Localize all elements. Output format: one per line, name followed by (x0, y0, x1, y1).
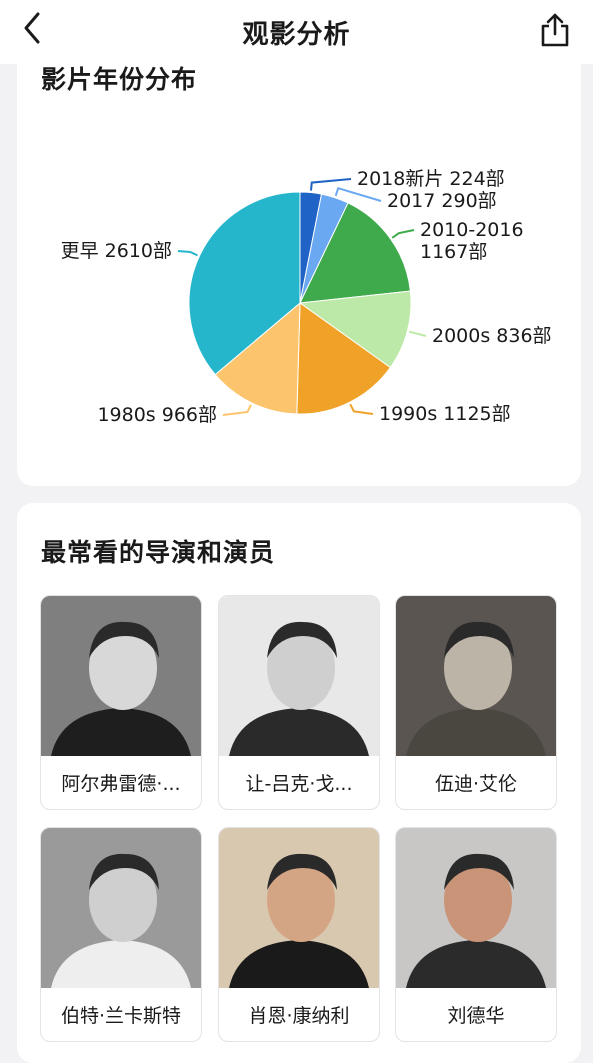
photo-face (89, 626, 157, 710)
year-distribution-card: 影片年份分布 2018新片 224部 2017 290部 2010-2016 1167… (17, 40, 581, 486)
photo-face (444, 858, 512, 942)
photo-hair (89, 853, 159, 890)
photo-hair (444, 853, 514, 890)
person-photo (396, 596, 556, 756)
nav-bar: 观影分析 (0, 0, 593, 64)
pie-leader-line (310, 178, 352, 191)
person-name: 刘德华 (447, 1005, 505, 1027)
pie-slice-label: 2017 290部 (387, 190, 497, 212)
pie-slice (296, 302, 392, 415)
pie-leader-line (222, 404, 252, 416)
person-card[interactable]: 阿尔弗雷德·... (40, 595, 202, 810)
pie-slice-label: 1990s 1125部 (379, 403, 511, 425)
pie-slice (188, 191, 301, 376)
person-card[interactable]: 刘德华 (395, 827, 557, 1042)
person-photo (219, 828, 379, 988)
person-photo (41, 828, 201, 988)
person-photo (219, 596, 379, 756)
photo-shoulders (51, 708, 191, 756)
person-card[interactable]: 让-吕克·戈... (218, 595, 380, 810)
photo-face (267, 858, 335, 942)
photo-hair (267, 853, 337, 890)
person-card[interactable]: 伯特·兰卡斯特 (40, 827, 202, 1042)
person-name: 肖恩·康纳利 (248, 1005, 350, 1027)
pie-slice-label: 1980s 966部 (97, 404, 217, 426)
page-title: 观影分析 (242, 19, 351, 50)
photo-shoulders (229, 940, 369, 988)
chevron-left-icon[interactable] (14, 8, 54, 48)
photo-shoulders (406, 940, 546, 988)
pie-leader-line (349, 403, 374, 415)
photo-hair (267, 621, 337, 658)
photo-shoulders (229, 708, 369, 756)
pie-slice-label: 2018新片 224部 (357, 168, 505, 190)
person-name: 让-吕克·戈... (245, 773, 353, 795)
pie-leader-line (391, 229, 415, 239)
photo-hair (89, 621, 159, 658)
pie-slice (298, 290, 412, 369)
person-card[interactable]: 伍迪·艾伦 (395, 595, 557, 810)
person-photo (396, 828, 556, 988)
pie-leader-line (177, 250, 198, 257)
photo-shoulders (51, 940, 191, 988)
pie-slice-label: 2000s 836部 (432, 325, 552, 347)
top-people-card: 最常看的导演和演员 阿尔弗雷德·... 让-吕克·戈... 伍迪·艾伦 伯特·兰… (17, 503, 581, 1063)
photo-face (444, 626, 512, 710)
photo-face (267, 626, 335, 710)
pie-slice-label: 2010-2016 1167部 (420, 219, 524, 263)
person-name: 伍迪·艾伦 (434, 773, 518, 795)
person-photo (41, 596, 201, 756)
year-distribution-title: 影片年份分布 (41, 65, 198, 94)
photo-hair (444, 621, 514, 658)
person-name: 伯特·兰卡斯特 (60, 1005, 182, 1027)
pie-slice (299, 202, 411, 304)
person-card[interactable]: 肖恩·康纳利 (218, 827, 380, 1042)
photo-shoulders (406, 708, 546, 756)
photo-face (89, 858, 157, 942)
top-people-title: 最常看的导演和演员 (41, 538, 276, 567)
pie-leader-line (334, 186, 382, 202)
pie-slice (214, 301, 301, 415)
pie-leader-line (409, 330, 427, 337)
share-icon[interactable] (537, 10, 573, 50)
pie-slice-label: 更早 2610部 (61, 240, 172, 262)
person-name: 阿尔弗雷德·... (61, 773, 181, 795)
